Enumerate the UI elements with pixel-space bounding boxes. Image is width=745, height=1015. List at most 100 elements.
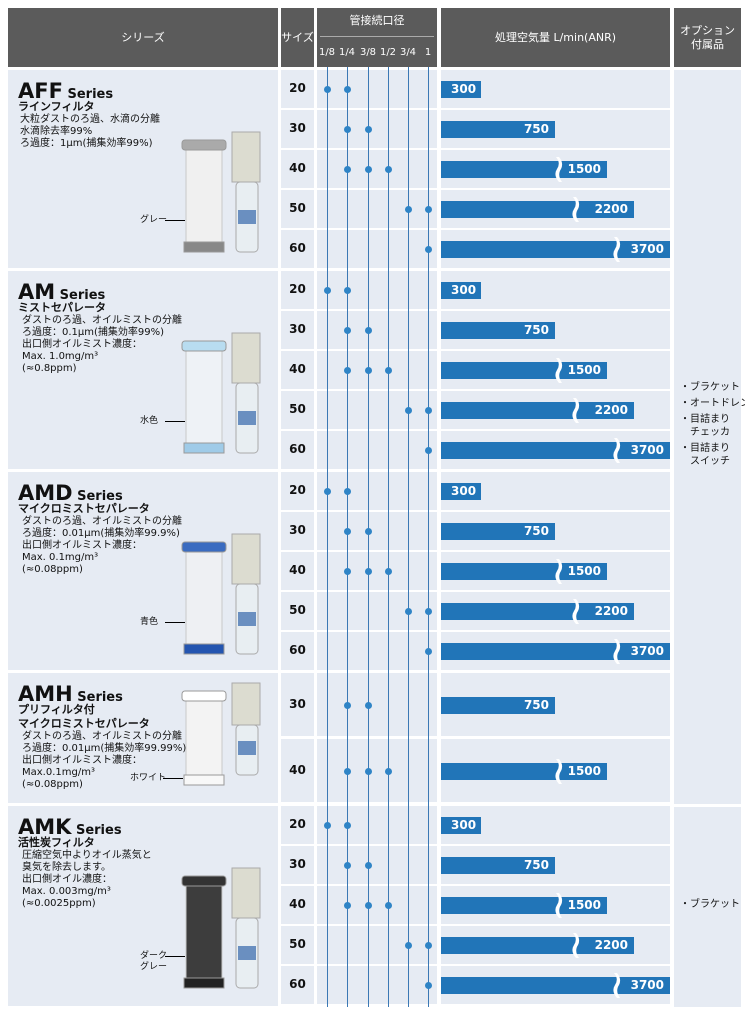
element-color-label: ホワイト bbox=[130, 773, 167, 783]
flow-value: 2200 bbox=[594, 403, 628, 417]
port-dot bbox=[344, 86, 351, 93]
port-size-label: 3/4 bbox=[399, 47, 417, 58]
flow-bar: 3700 bbox=[441, 438, 670, 463]
flow-bar: 750 bbox=[441, 696, 555, 714]
row-bg-port bbox=[317, 230, 437, 268]
flow-value: 300 bbox=[451, 484, 477, 498]
port-dot bbox=[344, 862, 351, 869]
flow-value: 3700 bbox=[630, 242, 664, 256]
size-value: 20 bbox=[289, 282, 306, 296]
flow-bar: 300 bbox=[441, 817, 481, 834]
row-bg-port bbox=[317, 311, 437, 349]
port-dot bbox=[324, 86, 331, 93]
row-bg-port bbox=[317, 70, 437, 108]
row-bg-size bbox=[281, 431, 314, 469]
row-bg-size bbox=[281, 632, 314, 670]
flow-value: 2200 bbox=[594, 202, 628, 216]
row-bg-port bbox=[317, 673, 437, 736]
port-dot bbox=[344, 767, 351, 775]
series-name: AMK Series bbox=[18, 815, 122, 839]
row-bg-size bbox=[281, 110, 314, 148]
row-bg-port bbox=[317, 806, 437, 844]
port-dot bbox=[425, 206, 432, 213]
port-dot bbox=[405, 206, 412, 213]
option-item: ・ブラケット bbox=[680, 382, 740, 393]
port-dot bbox=[405, 942, 412, 949]
label-leader-line bbox=[165, 421, 185, 422]
row-bg-size bbox=[281, 846, 314, 884]
row-bg-size bbox=[281, 552, 314, 590]
size-value: 60 bbox=[289, 442, 306, 456]
header-port-divider bbox=[320, 36, 434, 37]
flow-value: 1500 bbox=[567, 162, 601, 176]
bar-break-mark bbox=[555, 758, 563, 784]
size-value: 50 bbox=[289, 201, 306, 215]
row-bg-port bbox=[317, 739, 437, 802]
header-port: 管接続口径 bbox=[317, 8, 437, 67]
bar-break-mark bbox=[572, 599, 580, 624]
product-image bbox=[181, 682, 261, 786]
series-subtitle: ラインフィルタ bbox=[18, 100, 95, 113]
port-dot bbox=[405, 407, 412, 414]
element-color-label: 水色 bbox=[140, 416, 159, 426]
flow-bar: 750 bbox=[441, 121, 555, 138]
port-dot bbox=[365, 902, 372, 909]
port-dot bbox=[405, 608, 412, 615]
header-option: オプション 付属品 bbox=[674, 8, 741, 67]
size-value: 40 bbox=[289, 362, 306, 376]
product-image bbox=[181, 332, 261, 454]
header-flow: 処理空気量 L/min(ANR) bbox=[441, 8, 670, 67]
row-bg-port bbox=[317, 190, 437, 228]
port-dot bbox=[365, 862, 372, 869]
series-description: ダストのろ過、オイルミストの分離 ろ過度：0.01μm(捕集効率99.99%) 出口… bbox=[22, 731, 187, 790]
option-item: ・目詰まり スイッチ bbox=[680, 443, 730, 467]
option-cell-group1 bbox=[674, 70, 741, 804]
element-color-label: グレー bbox=[140, 215, 168, 225]
size-value: 20 bbox=[289, 483, 306, 497]
label-leader-line bbox=[165, 220, 185, 221]
port-size-label: 1 bbox=[424, 47, 432, 58]
row-bg-size bbox=[281, 230, 314, 268]
port-dot bbox=[365, 568, 372, 575]
flow-bar: 1500 bbox=[441, 559, 607, 584]
series-name: AM Series bbox=[18, 280, 106, 304]
series-description: ダストのろ過、オイルミストの分離 ろ過度：0.01μm(捕集効率99.9%) 出口側… bbox=[22, 516, 182, 575]
port-size-label: 1/4 bbox=[338, 47, 356, 58]
flow-value: 1500 bbox=[567, 564, 601, 578]
flow-bar: 1500 bbox=[441, 157, 607, 182]
size-value: 50 bbox=[289, 402, 306, 416]
row-bg-port bbox=[317, 472, 437, 510]
port-dot bbox=[344, 327, 351, 334]
row-bg-size bbox=[281, 739, 314, 802]
row-bg-size bbox=[281, 150, 314, 188]
flow-value: 300 bbox=[451, 818, 477, 832]
label-leader-line bbox=[163, 778, 183, 779]
port-dot bbox=[425, 447, 432, 454]
port-size-label: 1/2 bbox=[379, 47, 397, 58]
option-item: ・ブラケット bbox=[680, 899, 740, 910]
flow-bar: 2200 bbox=[441, 197, 634, 222]
bar-break-mark bbox=[572, 933, 580, 958]
port-dot bbox=[365, 767, 372, 775]
size-value: 40 bbox=[289, 161, 306, 175]
series-description: ダストのろ過、オイルミストの分離 ろ過度：0.1μm(捕集効率99%) 出口側オイル… bbox=[22, 315, 182, 374]
bar-break-mark bbox=[555, 559, 563, 584]
flow-value: 300 bbox=[451, 283, 477, 297]
size-value: 60 bbox=[289, 241, 306, 255]
size-value: 40 bbox=[289, 563, 306, 577]
port-dot bbox=[425, 407, 432, 414]
row-bg-size bbox=[281, 70, 314, 108]
flow-value: 750 bbox=[523, 122, 549, 136]
port-dot bbox=[385, 767, 392, 775]
size-value: 50 bbox=[289, 937, 306, 951]
flow-bar: 3700 bbox=[441, 639, 670, 664]
flow-bar: 1500 bbox=[441, 893, 607, 918]
flow-value: 750 bbox=[523, 697, 549, 712]
option-list-group1: ・ブラケット ・オートドレン ・目詰まり チェッカ ・目詰まり スイッチ bbox=[680, 381, 745, 471]
flow-value: 2200 bbox=[594, 604, 628, 618]
size-value: 20 bbox=[289, 81, 306, 95]
port-dot bbox=[425, 942, 432, 949]
flow-bar: 1500 bbox=[441, 758, 607, 784]
flow-bar: 750 bbox=[441, 322, 555, 339]
flow-bar: 3700 bbox=[441, 973, 670, 998]
